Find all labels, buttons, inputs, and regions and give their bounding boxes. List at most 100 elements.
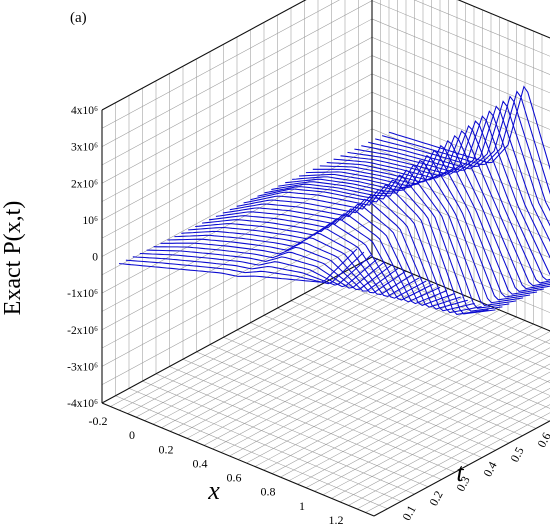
surface-curve <box>347 115 550 275</box>
surface-curve <box>153 246 392 291</box>
floor-gridline <box>373 420 550 517</box>
floor-gridline <box>304 293 550 396</box>
z-axis-label: Exact P(x,t) <box>0 201 26 316</box>
surface-curve <box>243 189 482 314</box>
x-axis-label: x <box>207 476 220 505</box>
surface-curve <box>257 179 496 315</box>
z-tick-label: 2x10⁶ <box>71 178 98 190</box>
surface-curve <box>388 85 550 171</box>
surface-curve <box>167 238 406 294</box>
t-tick-label: 0.3 <box>453 474 472 494</box>
wall-gridline <box>371 91 550 167</box>
wall-gridline <box>101 37 373 184</box>
surface-curve <box>160 242 399 292</box>
surface-curve <box>118 248 358 283</box>
wall-gridline <box>101 0 373 147</box>
surface-curve <box>195 222 434 301</box>
floor-gridline <box>331 278 550 370</box>
floor-gridline <box>358 264 550 345</box>
wall-gridline <box>371 128 550 204</box>
t-tick-label: 0.6 <box>534 430 550 450</box>
wall-gridline <box>371 73 550 149</box>
surface-curve <box>381 90 550 195</box>
t-tick-label: 0.2 <box>426 488 445 508</box>
x-tick-label: 1.2 <box>329 513 344 525</box>
x-tick-label: -0.2 <box>89 414 108 428</box>
z-tick-label: 3x10⁶ <box>71 142 98 154</box>
z-tick-label: -1x10⁶ <box>67 288 98 300</box>
x-tick-label: 1 <box>299 499 305 513</box>
z-tick-label: 0 <box>92 252 98 264</box>
floor-gridline <box>277 307 550 422</box>
floor-gridline <box>169 366 442 480</box>
tick-labels: -0.200.20.40.60.811.21.400.10.20.30.40.5… <box>67 105 550 525</box>
z-tick-label: 4x10⁶ <box>71 105 98 117</box>
surface-curve <box>375 95 550 212</box>
floor-gridline <box>344 271 550 358</box>
x-tick-label: 0.6 <box>227 471 242 485</box>
z-tick-label: -3x10⁶ <box>67 361 98 373</box>
floor-gridline <box>263 315 537 429</box>
surface-curve <box>271 169 510 309</box>
surface-curve <box>174 234 413 296</box>
floor-gridline <box>317 285 550 383</box>
floor-gridline <box>209 344 483 458</box>
wall-gridline <box>101 110 373 257</box>
t-axis-label: t <box>456 458 464 487</box>
surface-curve <box>125 251 365 285</box>
x-tick-label: 0 <box>129 428 135 442</box>
t-tick-label: 0.1 <box>399 503 418 523</box>
wall-gridline <box>101 18 373 166</box>
surface-curve <box>326 130 550 287</box>
wall-edge <box>101 0 307 111</box>
surface-curve <box>354 110 550 259</box>
surface-curve <box>139 252 379 288</box>
surface-curve <box>292 154 531 301</box>
surface-curve <box>368 100 550 227</box>
floor-edge <box>101 256 373 404</box>
wall-gridline <box>101 55 373 202</box>
wall-edge <box>457 0 550 39</box>
surface-curve <box>146 249 386 289</box>
x-tick-label: 0.8 <box>261 485 276 499</box>
surface-curve <box>250 184 489 315</box>
wall-gridline <box>101 238 373 385</box>
plot-box-frame <box>101 0 550 517</box>
surface-curve <box>236 193 475 312</box>
surface-curve <box>264 174 503 312</box>
surface-curve <box>202 218 441 303</box>
floor-gridline <box>223 337 496 451</box>
surface-curve <box>132 254 372 286</box>
floor-gridline <box>236 329 510 444</box>
surface-curve <box>361 105 550 243</box>
wall-gridline <box>101 73 373 221</box>
wall-gridline <box>413 0 550 57</box>
surface-curve <box>215 208 455 306</box>
wall-gridline <box>371 18 550 94</box>
floor-gridline <box>365 412 550 513</box>
t-axis-line <box>373 420 550 517</box>
z-tick-label: -2x10⁶ <box>67 325 98 337</box>
floor-gridline <box>115 395 388 509</box>
z-tick-label: -4x10⁶ <box>67 398 98 410</box>
surface-curve <box>285 159 524 304</box>
floor-gridline <box>314 363 550 492</box>
floor-gridline <box>182 358 456 473</box>
wall-gridline <box>101 220 373 367</box>
z-tick-label: 10⁶ <box>82 215 98 227</box>
floor-gridline <box>142 380 415 495</box>
x-tick-label: 0.2 <box>159 442 174 456</box>
surface-curve <box>208 213 448 305</box>
surface-curve <box>222 203 461 308</box>
floor-gridline <box>250 322 523 436</box>
surface-curve <box>333 125 550 284</box>
floor-gridline <box>290 300 550 409</box>
wall-gridline <box>371 201 550 277</box>
wall-gridline <box>371 55 550 130</box>
wall-gridline <box>371 36 550 112</box>
floor-gridline <box>155 373 429 488</box>
wall-gridline <box>371 110 550 185</box>
x-axis-line <box>101 402 375 517</box>
surface-curve <box>278 164 517 307</box>
wall-gridline <box>371 183 550 258</box>
